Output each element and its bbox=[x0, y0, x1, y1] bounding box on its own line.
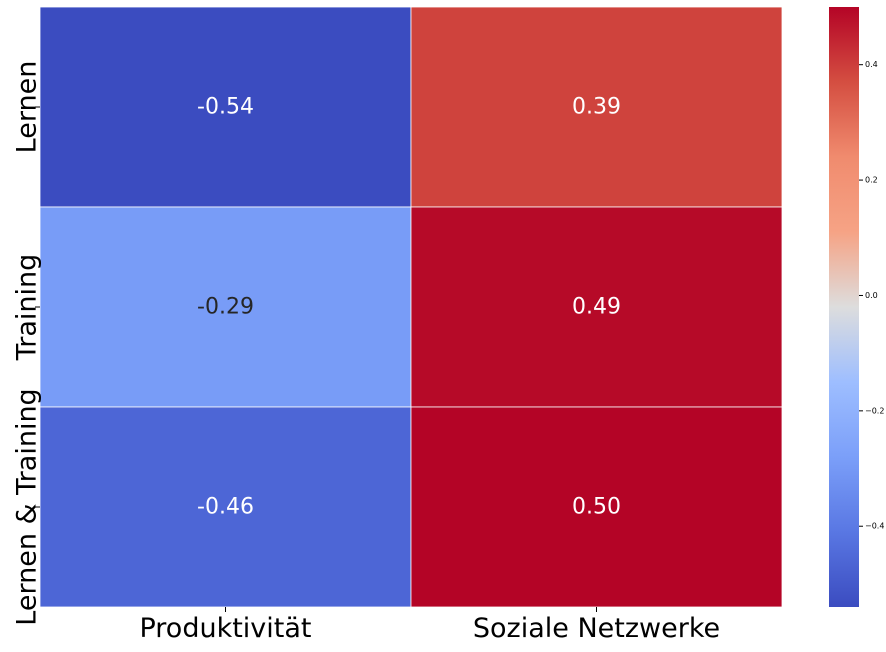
heatmap-cell-r1-c0 bbox=[39, 206, 412, 408]
x-tick-label: Produktivität bbox=[139, 613, 311, 644]
heatmap-cell-r2-c1 bbox=[410, 406, 783, 608]
colorbar: −0.4 −0.2 0.0 0.2 0.4 bbox=[829, 7, 884, 607]
cell-label-r2-c0: -0.46 bbox=[197, 495, 254, 520]
x-axis: Produktivität Soziale Netzwerke bbox=[139, 607, 720, 644]
y-axis: Lernen Training Lernen & Training bbox=[12, 61, 43, 626]
heatmap-cells bbox=[39, 6, 783, 608]
colorbar-tick-label: −0.4 bbox=[865, 522, 884, 531]
x-tick-label: Soziale Netzwerke bbox=[473, 613, 720, 644]
colorbar-tick-label: 0.0 bbox=[865, 291, 878, 300]
heatmap-cell-labels: -0.54 0.39 -0.29 0.49 -0.46 0.50 bbox=[197, 95, 621, 520]
heatmap-cell-r1-c1 bbox=[410, 206, 783, 408]
y-tick-label: Training bbox=[12, 254, 43, 362]
y-tick-label: Lernen bbox=[12, 61, 43, 154]
heatmap-cell-r2-c0 bbox=[39, 406, 412, 608]
heatmap-cell-r0-c1 bbox=[410, 6, 783, 208]
heatmap-cell-r0-c0 bbox=[39, 6, 412, 208]
cell-label-r0-c0: -0.54 bbox=[197, 95, 254, 120]
y-tick-label: Lernen & Training bbox=[12, 388, 43, 625]
cell-label-r1-c0: -0.29 bbox=[197, 295, 254, 320]
colorbar-gradient bbox=[829, 7, 859, 607]
cell-label-r0-c1: 0.39 bbox=[572, 95, 621, 120]
cell-label-r2-c1: 0.50 bbox=[572, 495, 621, 520]
colorbar-tick-label: 0.4 bbox=[865, 60, 878, 69]
colorbar-tick-label: −0.2 bbox=[865, 406, 884, 415]
colorbar-tick-label: 0.2 bbox=[865, 176, 878, 185]
cell-label-r1-c1: 0.49 bbox=[572, 295, 621, 320]
